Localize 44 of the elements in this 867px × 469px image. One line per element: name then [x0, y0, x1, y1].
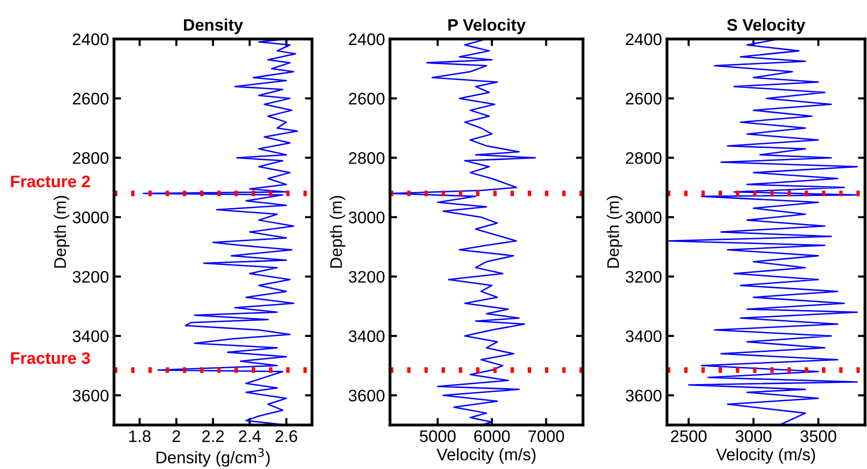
x-tick-label: 6000 — [474, 430, 510, 442]
x-tick-label: 2.4 — [238, 430, 261, 442]
y-tick-label: 3600 — [72, 390, 108, 402]
y-tick-label: 3400 — [72, 330, 108, 342]
ref-line-label: Fracture 2 — [11, 176, 90, 188]
y-tick-label: 2600 — [626, 92, 662, 105]
x-axis-title: Density (g/cm$^{3}$) — [156, 448, 270, 467]
y-tick-label: 2400 — [348, 33, 384, 46]
y-tick-label: 2800 — [348, 152, 384, 164]
y-tick-label: 3600 — [348, 390, 384, 402]
y-tick-label: 3000 — [72, 212, 108, 224]
chart-title: P Velocity — [448, 18, 526, 34]
x-axis-title: Velocity (m/s) — [716, 448, 815, 464]
y-tick-label: 3000 — [626, 212, 662, 224]
x-tick-label: 3500 — [800, 430, 836, 442]
x-tick-label: 7000 — [528, 430, 564, 442]
ref-line-label: Fracture 3 — [11, 352, 90, 364]
y-tick-label: 3400 — [626, 330, 662, 342]
y-tick-label: 3400 — [348, 330, 384, 342]
y-tick-label: 2600 — [348, 92, 384, 105]
x-tick-label: 2500 — [670, 430, 707, 442]
y-tick-label: 3600 — [626, 390, 662, 402]
y-axis-title: Depth (m) — [330, 196, 346, 268]
y-axis-title: Depth (m) — [54, 196, 70, 268]
y-tick-label: 2800 — [72, 152, 108, 164]
x-tick-label: 2.6 — [276, 430, 298, 442]
y-tick-label: 2800 — [626, 152, 662, 164]
y-tick-label: 2400 — [72, 33, 108, 46]
x-tick-label: 1.8 — [129, 430, 151, 442]
y-axis-title: Depth (m) — [606, 196, 622, 268]
y-tick-label: 2400 — [626, 33, 662, 46]
x-tick-label: 3000 — [736, 430, 772, 442]
x-tick-label: 5000 — [420, 430, 456, 442]
chart-title: Density — [184, 18, 244, 34]
x-tick-label: 2.2 — [202, 430, 224, 442]
y-tick-label: 2600 — [72, 92, 108, 105]
y-tick-label: 3200 — [348, 270, 384, 283]
chart-title: S Velocity — [727, 18, 806, 34]
y-tick-label: 3200 — [72, 270, 108, 283]
x-axis-title: Velocity (m/s) — [436, 448, 536, 464]
line-series — [142, 39, 298, 425]
x-tick-label: 2 — [172, 430, 180, 442]
y-tick-label: 3200 — [626, 270, 662, 283]
y-tick-label: 3000 — [348, 212, 384, 224]
